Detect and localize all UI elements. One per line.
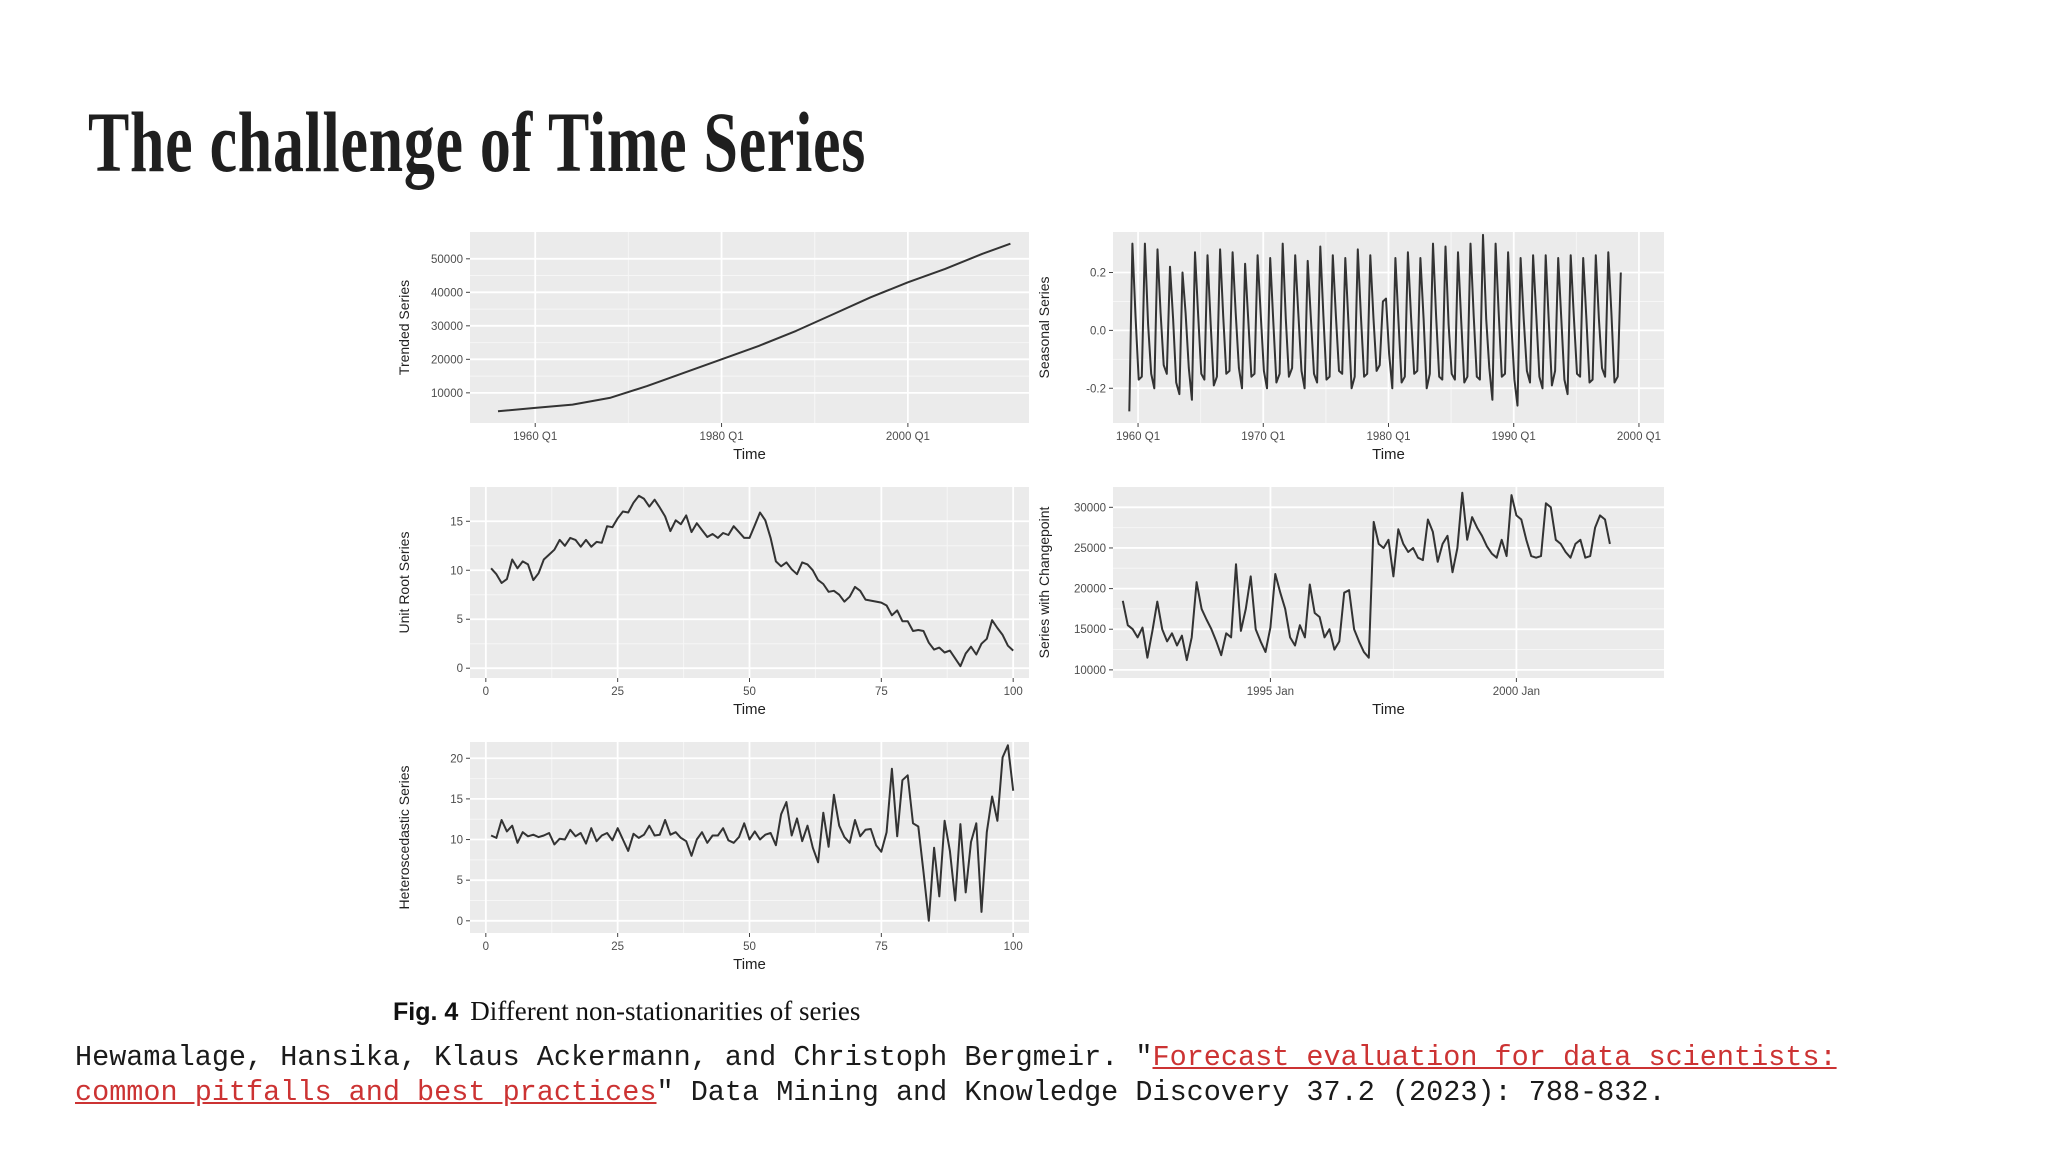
chart-heteroscedastic-series: 0 25 50 75 100 0 5 10 15 20 Time Heteroscedastic Se… <box>395 738 1035 983</box>
citation: Hewamalage, Hansika, Klaus Ackermann, an… <box>75 1040 1975 1110</box>
chart-svg: 1995 Jan 2000 Jan 10000 15000 20000 25000 3000… <box>1036 487 1664 718</box>
y-tick-label: 20 <box>450 753 463 765</box>
x-tick-label: 1970 Q1 <box>1241 431 1285 443</box>
plot-panel <box>470 232 1029 423</box>
y-tick-label: 10000 <box>1074 665 1106 677</box>
y-axis-title: Series with Changepoint <box>1036 507 1052 659</box>
y-tick-label: 25000 <box>1074 543 1106 555</box>
x-tick-label: 2000 Q1 <box>886 431 930 443</box>
x-tick-label: 1980 Q1 <box>1366 431 1410 443</box>
chart-svg: 0 25 50 75 100 0 5 10 15 20 Time Heteroscedastic Se… <box>396 742 1029 973</box>
x-axis-title: Time <box>1372 701 1405 718</box>
x-tick-label: 1990 Q1 <box>1492 431 1536 443</box>
x-tick-label: 25 <box>611 941 624 953</box>
y-axis-title: Unit Root Series <box>396 532 412 634</box>
plot-panel <box>1113 487 1664 678</box>
chart-trended-series: 1960 Q1 1980 Q1 2000 Q1 10000 20000 30000 4000… <box>395 228 1035 473</box>
figure: 1960 Q1 1980 Q1 2000 Q1 10000 20000 30000 4000… <box>395 228 1670 1038</box>
x-tick-label: 100 <box>1004 941 1023 953</box>
y-tick-label: 10 <box>450 565 463 577</box>
y-tick-label: 0 <box>457 663 463 675</box>
series-line <box>490 494 1014 668</box>
x-tick-label: 0 <box>483 941 489 953</box>
y-tick-label: 30000 <box>1074 502 1106 514</box>
figure-caption-text: Different non-stationarities of series <box>470 996 861 1026</box>
citation-prefix: Hewamalage, Hansika, Klaus Ackermann, an… <box>75 1041 1153 1074</box>
x-tick-label: 2000 Jan <box>1493 686 1540 698</box>
y-tick-label: 40000 <box>431 287 463 299</box>
x-tick-label: 1960 Q1 <box>1116 431 1160 443</box>
x-tick-label: 1960 Q1 <box>513 431 557 443</box>
chart-svg: 1960 Q1 1970 Q1 1980 Q1 1990 Q1 2000 Q1 -0.2 0… <box>1036 232 1664 463</box>
chart-seasonal-series: 1960 Q1 1970 Q1 1980 Q1 1990 Q1 2000 Q1 -0.2 0… <box>1035 228 1670 473</box>
y-tick-label: 10000 <box>431 388 463 400</box>
citation-link-line2[interactable]: common pitfalls and best practices <box>75 1076 657 1109</box>
y-tick-label: 0.0 <box>1090 325 1106 337</box>
x-axis-title: Time <box>1372 446 1405 463</box>
x-tick-label: 50 <box>743 686 756 698</box>
y-tick-label: 20000 <box>431 354 463 366</box>
citation-suffix: " Data Mining and Knowledge Discovery 37… <box>656 1076 1666 1109</box>
y-tick-label: 30000 <box>431 321 463 333</box>
y-axis-title: Heteroscedastic Series <box>396 766 412 910</box>
y-tick-label: 15 <box>450 794 463 806</box>
slide-title: The challenge of Time Series <box>88 94 867 190</box>
x-axis-title: Time <box>733 446 766 463</box>
y-tick-label: 0 <box>457 916 463 928</box>
x-tick-label: 75 <box>875 686 888 698</box>
chart-series-with-changepoint: 1995 Jan 2000 Jan 10000 15000 20000 25000 3000… <box>1035 483 1670 728</box>
x-tick-label: 25 <box>611 686 624 698</box>
y-tick-label: 15000 <box>1074 624 1106 636</box>
y-axis-title: Trended Series <box>396 280 412 375</box>
x-tick-label: 100 <box>1004 686 1023 698</box>
figure-caption-number: Fig. 4 <box>393 998 459 1026</box>
chart-svg: 0 25 50 75 100 0 5 10 15 Time Unit Root Series <box>396 487 1029 718</box>
series-line <box>490 744 1015 922</box>
x-tick-label: 1995 Jan <box>1247 686 1294 698</box>
y-tick-label: 0.2 <box>1090 268 1106 280</box>
y-tick-label: 15 <box>450 516 463 528</box>
y-tick-label: 20000 <box>1074 584 1106 596</box>
citation-link-line1[interactable]: Forecast evaluation for data scientists: <box>1152 1041 1837 1074</box>
y-tick-label: 5 <box>457 875 463 887</box>
series-line <box>1128 233 1622 412</box>
y-axis-title: Seasonal Series <box>1036 277 1052 379</box>
x-tick-label: 1980 Q1 <box>699 431 743 443</box>
series-line <box>497 242 1011 413</box>
x-tick-label: 2000 Q1 <box>1617 431 1661 443</box>
y-tick-label: -0.2 <box>1086 383 1106 395</box>
y-tick-label: 50000 <box>431 254 463 266</box>
x-tick-label: 0 <box>483 686 489 698</box>
x-axis-title: Time <box>733 956 766 973</box>
x-tick-label: 75 <box>875 941 888 953</box>
x-axis-title: Time <box>733 701 766 718</box>
chart-unit-root-series: 0 25 50 75 100 0 5 10 15 Time Unit Root Series <box>395 483 1035 728</box>
chart-svg: 1960 Q1 1980 Q1 2000 Q1 10000 20000 30000 4000… <box>396 232 1029 463</box>
figure-caption: Fig. 4 Different non-stationarities of se… <box>393 996 860 1027</box>
y-tick-label: 5 <box>457 614 463 626</box>
y-tick-label: 10 <box>450 835 463 847</box>
series-line <box>1121 491 1611 662</box>
x-tick-label: 50 <box>743 941 756 953</box>
